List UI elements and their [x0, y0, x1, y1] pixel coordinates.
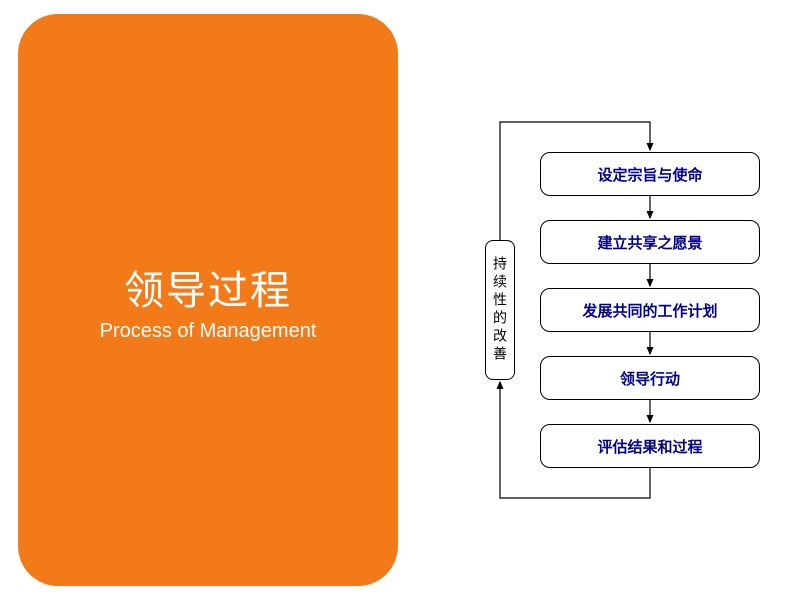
- flow-node-n2: 建立共享之愿景: [540, 220, 760, 264]
- flow-node-n1: 设定宗旨与使命: [540, 152, 760, 196]
- flow-node-n3: 发展共同的工作计划: [540, 288, 760, 332]
- flow-node-n5: 评估结果和过程: [540, 424, 760, 468]
- title-chinese: 领导过程: [124, 258, 292, 316]
- title-english: Process of Management: [100, 320, 317, 343]
- flowchart-area: 持续性的改善 设定宗旨与使命建立共享之愿景发展共同的工作计划领导行动评估结果和过…: [420, 0, 800, 600]
- flow-node-n4: 领导行动: [540, 356, 760, 400]
- left-panel: 领导过程 Process of Management: [18, 14, 398, 586]
